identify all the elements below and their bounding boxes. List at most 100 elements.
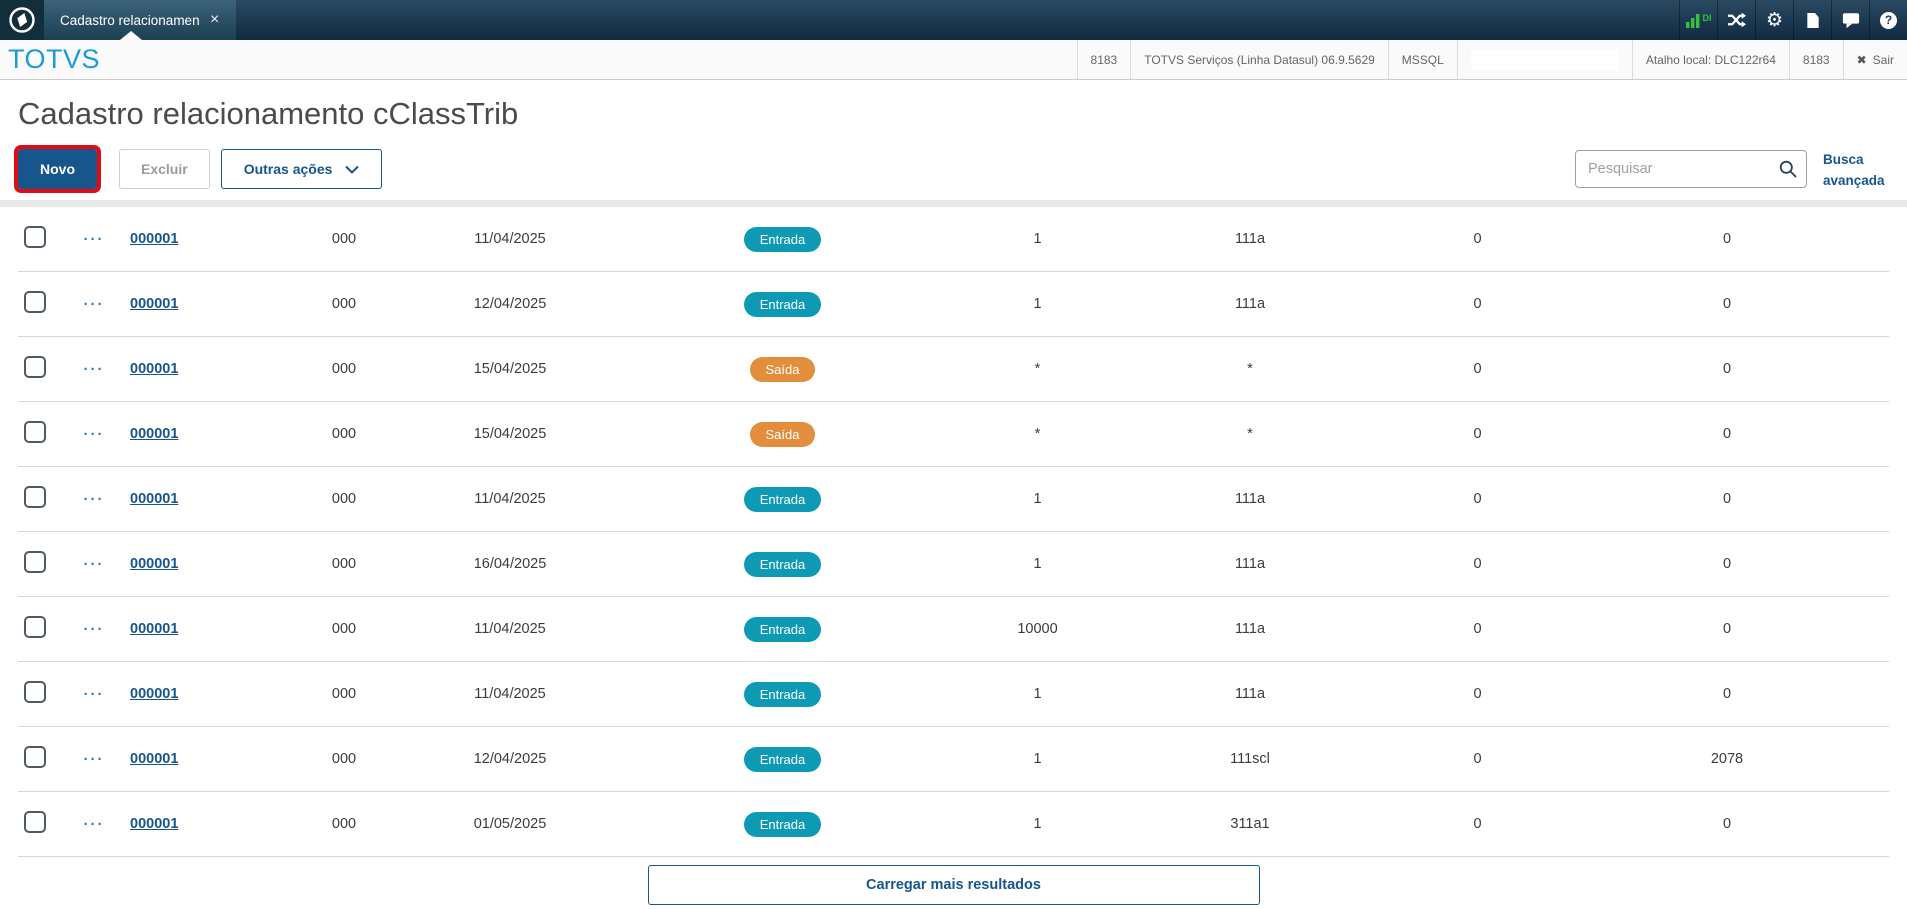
row-checkbox[interactable] bbox=[24, 811, 46, 833]
document-icon bbox=[1806, 12, 1819, 28]
row-value-1: 1 bbox=[1033, 751, 1042, 767]
chevron-down-icon bbox=[345, 165, 360, 174]
row-value-2: 111a bbox=[1234, 556, 1266, 572]
row-status-cell: Saída bbox=[600, 421, 965, 447]
row-value-3: 0 bbox=[1473, 491, 1482, 507]
row-checkbox[interactable] bbox=[24, 616, 46, 638]
row-checkbox[interactable] bbox=[24, 226, 46, 248]
row-value-2: * bbox=[1247, 361, 1253, 377]
row-value-2: 111a bbox=[1234, 686, 1266, 702]
row-code: 000 bbox=[331, 556, 357, 572]
row-checkbox[interactable] bbox=[24, 421, 46, 443]
row-actions-menu[interactable]: ··· bbox=[83, 815, 105, 833]
row-actions-menu[interactable]: ··· bbox=[83, 685, 105, 703]
row-value-4: 0 bbox=[1722, 491, 1732, 507]
row-status-cell: Entrada bbox=[600, 616, 965, 642]
row-id-link[interactable]: 000001 bbox=[130, 621, 179, 637]
di-label: DI bbox=[1702, 12, 1712, 23]
row-date: 12/04/2025 bbox=[473, 751, 547, 767]
row-checkbox[interactable] bbox=[24, 551, 46, 573]
tab-title: Cadastro relacionamen bbox=[60, 12, 200, 28]
row-value-1: 1 bbox=[1033, 556, 1042, 572]
row-value-3: 0 bbox=[1473, 361, 1482, 377]
row-id-link[interactable]: 000001 bbox=[130, 491, 179, 507]
row-id-link[interactable]: 000001 bbox=[130, 426, 179, 442]
row-actions-menu[interactable]: ··· bbox=[83, 425, 105, 443]
table-row: ··· 000001 000 11/04/2025 Entrada 1 111a 0 0 bbox=[18, 662, 1889, 727]
help-button[interactable]: ? bbox=[1869, 0, 1907, 40]
row-id-link[interactable]: 000001 bbox=[130, 361, 179, 377]
row-value-1: * bbox=[1034, 426, 1041, 442]
document-button[interactable] bbox=[1793, 0, 1831, 40]
row-actions-menu[interactable]: ··· bbox=[83, 360, 105, 378]
outras-acoes-button[interactable]: Outras ações bbox=[220, 149, 383, 189]
row-actions-menu[interactable]: ··· bbox=[83, 555, 105, 573]
row-id-link[interactable]: 000001 bbox=[130, 816, 179, 832]
row-code: 000 bbox=[331, 491, 357, 507]
row-checkbox-cell bbox=[18, 746, 70, 772]
row-date: 01/05/2025 bbox=[473, 816, 547, 832]
row-id-cell: 000001 bbox=[118, 816, 268, 832]
logout-button[interactable]: ✖ Sair bbox=[1842, 40, 1907, 79]
row-checkbox-cell bbox=[18, 421, 70, 447]
row-value-1: 10000 bbox=[1017, 621, 1058, 637]
row-actions-menu[interactable]: ··· bbox=[83, 620, 105, 638]
actions-toolbar: Novo Excluir Outras ações Busca avançada bbox=[0, 145, 1907, 193]
row-status-cell: Entrada bbox=[600, 226, 965, 252]
row-code: 000 bbox=[331, 751, 357, 767]
row-actions-menu[interactable]: ··· bbox=[83, 750, 105, 768]
settings-button[interactable]: ⚙ bbox=[1755, 0, 1793, 40]
excluir-button[interactable]: Excluir bbox=[119, 149, 210, 189]
busca-avancada-link[interactable]: Busca avançada bbox=[1823, 152, 1885, 188]
table-header-strip bbox=[0, 200, 1907, 207]
row-id-cell: 000001 bbox=[118, 231, 268, 247]
row-checkbox[interactable] bbox=[24, 746, 46, 768]
search-container bbox=[1575, 150, 1807, 188]
row-id-cell: 000001 bbox=[118, 296, 268, 312]
row-code: 000 bbox=[331, 816, 357, 832]
row-checkbox[interactable] bbox=[24, 291, 46, 313]
row-id-link[interactable]: 000001 bbox=[130, 751, 179, 767]
row-actions-menu[interactable]: ··· bbox=[83, 230, 105, 248]
row-value-4: 0 bbox=[1722, 556, 1732, 572]
row-value-4: 2078 bbox=[1710, 751, 1744, 767]
env-port: 8183 bbox=[1076, 40, 1131, 79]
table-row: ··· 000001 000 15/04/2025 Saída * * 0 0 bbox=[18, 402, 1889, 467]
row-id-link[interactable]: 000001 bbox=[130, 556, 179, 572]
status-badge: Entrada bbox=[743, 291, 822, 317]
outras-acoes-label: Outras ações bbox=[243, 161, 333, 177]
row-value-2: 111a bbox=[1234, 491, 1266, 507]
table-row: ··· 000001 000 11/04/2025 Entrada 1 111a 0 0 bbox=[18, 207, 1889, 272]
row-id-link[interactable]: 000001 bbox=[130, 686, 179, 702]
row-value-1: 1 bbox=[1033, 686, 1042, 702]
load-more-button[interactable]: Carregar mais resultados bbox=[647, 865, 1260, 905]
row-checkbox[interactable] bbox=[24, 486, 46, 508]
row-date: 11/04/2025 bbox=[474, 621, 546, 637]
env-local-shortcut: Atalho local: DLC122r64 bbox=[1631, 40, 1789, 79]
row-value-3: 0 bbox=[1473, 621, 1482, 637]
row-id-link[interactable]: 000001 bbox=[130, 231, 179, 247]
totvs-menu-button[interactable] bbox=[0, 0, 44, 40]
status-badge: Saída bbox=[749, 421, 816, 447]
row-id-link[interactable]: 000001 bbox=[130, 296, 179, 312]
redacted-user-info bbox=[1470, 48, 1619, 71]
row-value-2: 111scl bbox=[1230, 751, 1270, 767]
di-monitor-button[interactable]: DI bbox=[1679, 0, 1717, 40]
row-checkbox[interactable] bbox=[24, 356, 46, 378]
tab-close-icon[interactable]: × bbox=[210, 11, 220, 28]
row-id-cell: 000001 bbox=[118, 621, 268, 637]
row-value-1: 1 bbox=[1033, 231, 1042, 247]
search-icon[interactable] bbox=[1778, 159, 1798, 179]
row-actions-menu[interactable]: ··· bbox=[83, 295, 105, 313]
shuffle-button[interactable] bbox=[1717, 0, 1755, 40]
row-value-2: 111a bbox=[1234, 621, 1266, 637]
row-actions-menu[interactable]: ··· bbox=[83, 490, 105, 508]
novo-button[interactable]: Novo bbox=[14, 145, 101, 193]
row-checkbox-cell bbox=[18, 291, 70, 317]
search-input[interactable] bbox=[1575, 150, 1807, 188]
row-checkbox[interactable] bbox=[24, 681, 46, 703]
active-tab-notch bbox=[120, 31, 142, 40]
chat-button[interactable] bbox=[1831, 0, 1869, 40]
row-value-3: 0 bbox=[1473, 686, 1482, 702]
